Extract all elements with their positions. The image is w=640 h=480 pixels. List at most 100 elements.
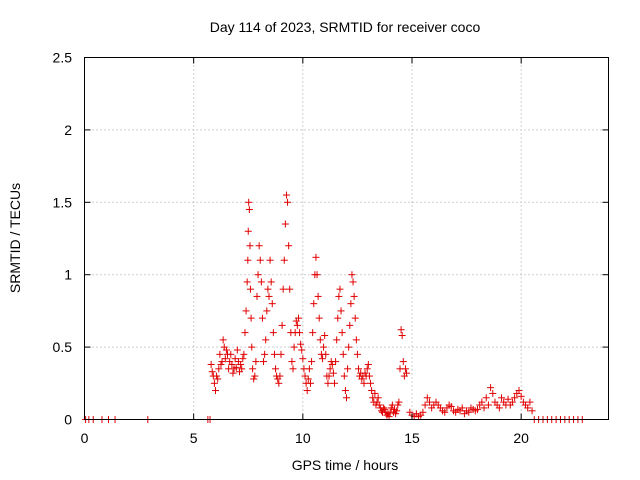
data-point [217,360,225,368]
data-point [498,394,506,402]
data-point [262,336,270,344]
data-point [207,360,215,368]
data-point [351,314,359,322]
x-tick-label: 5 [190,430,198,446]
data-point [324,379,332,387]
data-point [425,398,433,406]
data-point [480,404,488,412]
y-tick-label: 0 [64,412,72,428]
plot-frame [84,57,609,420]
data-point [397,326,405,334]
data-point [304,375,312,383]
data-point [293,321,301,329]
data-point [270,350,278,358]
data-point [474,405,481,413]
data-point [387,404,395,412]
data-point [281,220,289,228]
data-point [252,358,260,366]
data-point [299,355,307,363]
data-point [312,253,320,261]
data-point [228,360,236,368]
data-point [294,314,302,322]
data-point [280,256,288,264]
data-point [484,401,492,409]
y-tick-label: 1 [64,267,72,283]
data-point [243,278,251,286]
data-point [213,372,221,380]
data-point [308,358,316,366]
data-point [244,227,252,235]
data-point [238,365,246,373]
data-point [332,358,340,366]
data-point [487,384,495,392]
data-point [528,407,536,415]
data-point [368,387,376,395]
data-point [364,360,372,368]
data-point [360,379,368,387]
data-point [465,408,473,416]
data-point [381,405,389,413]
data-point [320,343,328,351]
data-point [261,350,269,358]
data-point [301,372,309,380]
data-point [340,372,348,380]
data-point [441,408,449,416]
data-point [208,368,216,376]
data-point [296,329,304,337]
data-point [214,375,222,383]
data-point [219,336,227,344]
data-point [346,321,354,329]
data-point [222,346,230,354]
data-point [380,404,388,412]
data-point [266,256,274,264]
data-point [254,271,262,279]
data-point [365,372,373,380]
data-point [316,336,324,344]
x-tick-label: 10 [295,430,311,446]
data-point [393,407,401,415]
data-point [458,404,466,412]
data-point [339,350,347,358]
data-point [398,332,406,340]
data-point [284,198,292,206]
data-series-srmtid [82,191,586,423]
data-point [419,408,427,416]
data-point [264,285,272,293]
data-point [322,350,330,358]
data-point [361,369,369,377]
axis-ticks [84,57,609,420]
data-point [277,350,285,358]
data-point [333,336,341,344]
gridlines [84,57,609,420]
data-point [276,372,284,380]
data-point [215,365,223,373]
data-point [269,329,277,337]
data-point [272,365,280,373]
data-point [335,292,343,300]
data-point [249,365,257,373]
data-point [349,278,357,286]
data-point [313,271,321,279]
data-point [242,307,250,315]
data-point [526,398,534,406]
data-point [385,413,393,421]
data-point [355,365,363,373]
data-point [347,300,355,308]
data-point [231,355,239,363]
chart-title: Day 114 of 2023, SRMTID for receiver coc… [210,19,481,35]
y-tick-label: 0.5 [53,339,73,355]
data-point [289,365,297,373]
x-axis-tick-labels: 0 5 10 15 20 [81,430,530,446]
data-point [221,355,229,363]
data-point [321,332,329,340]
y-tick-label: 2 [64,122,72,138]
data-point [318,355,326,363]
data-point [288,358,296,366]
data-point [478,398,486,406]
data-point [489,389,497,397]
data-point [367,379,375,387]
data-point [286,285,294,293]
data-point [246,285,254,293]
